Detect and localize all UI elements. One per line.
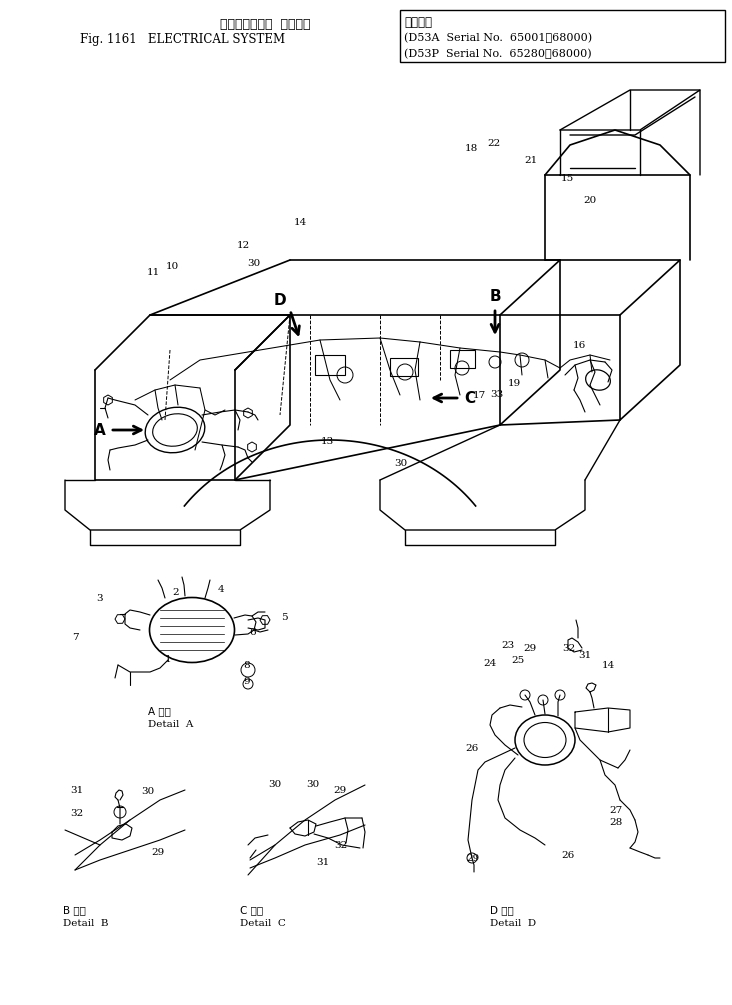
Text: Detail  A: Detail A xyxy=(148,720,193,729)
Text: B 詳細: B 詳細 xyxy=(63,904,86,915)
Text: Detail  D: Detail D xyxy=(490,919,536,928)
Text: 26: 26 xyxy=(561,850,575,859)
Text: D: D xyxy=(274,292,286,308)
Text: (D53P  Serial No.  65280～68000): (D53P Serial No. 65280～68000) xyxy=(404,48,591,58)
Text: Detail  B: Detail B xyxy=(63,919,108,928)
Text: A 詳細: A 詳細 xyxy=(148,706,171,716)
Text: 18: 18 xyxy=(464,144,477,153)
Text: 24: 24 xyxy=(483,658,496,667)
Text: 29: 29 xyxy=(466,853,479,862)
Text: 12: 12 xyxy=(236,240,250,249)
Text: 29: 29 xyxy=(152,847,165,856)
Text: 31: 31 xyxy=(316,857,329,866)
Text: 26: 26 xyxy=(466,744,479,753)
Text: 13: 13 xyxy=(321,436,334,445)
Text: 14: 14 xyxy=(294,217,307,226)
Text: 27: 27 xyxy=(609,805,623,814)
Text: 19: 19 xyxy=(507,379,520,388)
Text: 32: 32 xyxy=(70,808,83,817)
Text: 9: 9 xyxy=(244,676,250,685)
Text: 4: 4 xyxy=(217,585,224,594)
Text: 33: 33 xyxy=(490,390,504,399)
Bar xyxy=(390,358,418,376)
Text: 29: 29 xyxy=(523,643,537,652)
Text: 8: 8 xyxy=(244,660,250,669)
Text: 23: 23 xyxy=(501,640,515,649)
Text: Fig. 1161   ELECTRICAL SYSTEM: Fig. 1161 ELECTRICAL SYSTEM xyxy=(80,33,285,46)
Text: 14: 14 xyxy=(602,660,615,669)
Text: C 詳細: C 詳細 xyxy=(240,904,263,915)
Text: 21: 21 xyxy=(524,156,537,165)
Text: 5: 5 xyxy=(280,612,288,621)
Text: 30: 30 xyxy=(141,787,154,796)
Text: 31: 31 xyxy=(578,650,591,659)
Text: 7: 7 xyxy=(72,632,78,641)
FancyBboxPatch shape xyxy=(400,10,725,62)
Text: エレクトリカル  システム: エレクトリカル システム xyxy=(220,18,310,31)
Text: 1: 1 xyxy=(165,654,171,663)
Text: 30: 30 xyxy=(247,258,261,267)
Text: B: B xyxy=(489,288,501,304)
Bar xyxy=(315,355,345,375)
Text: 6: 6 xyxy=(250,627,256,636)
Text: 32: 32 xyxy=(562,643,575,652)
Text: (D53A  Serial No.  65001～68000): (D53A Serial No. 65001～68000) xyxy=(404,32,592,42)
Text: 3: 3 xyxy=(97,594,103,603)
Text: Detail  C: Detail C xyxy=(240,919,286,928)
Text: 22: 22 xyxy=(488,139,501,148)
Text: 17: 17 xyxy=(472,391,485,400)
Text: D 詳細: D 詳細 xyxy=(490,904,514,915)
Text: 16: 16 xyxy=(572,341,586,350)
Text: 30: 30 xyxy=(269,780,282,789)
Text: 31: 31 xyxy=(70,786,83,795)
Text: 適用号機: 適用号機 xyxy=(404,16,432,29)
Text: C: C xyxy=(464,391,476,405)
Text: 28: 28 xyxy=(609,817,623,826)
Text: 2: 2 xyxy=(173,588,179,597)
Text: 20: 20 xyxy=(583,196,597,204)
Text: 10: 10 xyxy=(165,261,179,270)
Text: 30: 30 xyxy=(307,780,320,789)
Text: 30: 30 xyxy=(395,458,408,467)
Text: 25: 25 xyxy=(512,655,525,664)
Text: 11: 11 xyxy=(146,267,160,276)
Text: 32: 32 xyxy=(335,840,348,849)
Text: 15: 15 xyxy=(561,174,574,183)
Text: 29: 29 xyxy=(333,786,347,795)
Text: A: A xyxy=(94,422,106,437)
Bar xyxy=(450,350,475,368)
